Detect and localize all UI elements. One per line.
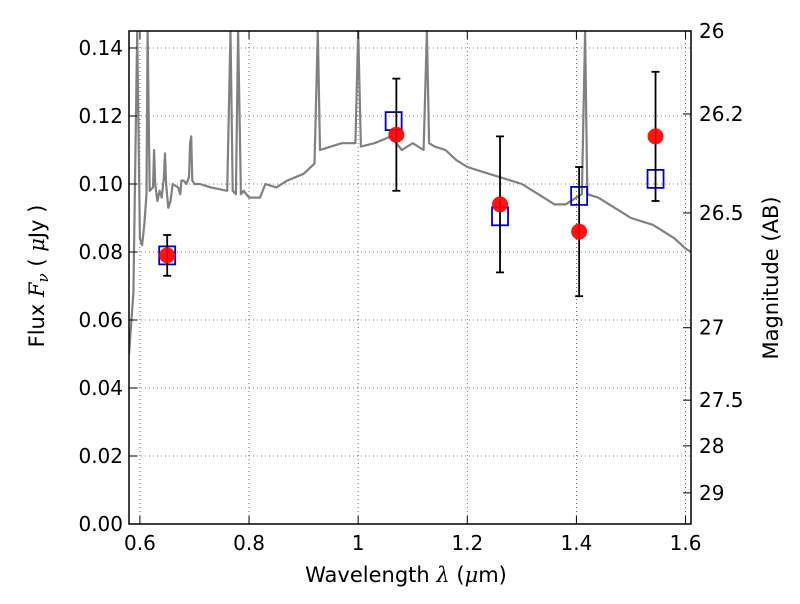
observed-point <box>647 128 664 145</box>
data-points <box>158 70 665 298</box>
grid-lines <box>129 31 691 525</box>
y2-tick-label: 29 <box>699 481 724 505</box>
x-tick-label: 1.6 <box>670 531 702 555</box>
y-tick-label: 0.08 <box>78 240 123 264</box>
observed-point <box>571 223 588 240</box>
y2-tick-label: 26.2 <box>699 102 744 126</box>
y2-tick-label: 28 <box>699 434 724 458</box>
model-spectrum <box>129 31 691 355</box>
y-tick-label: 0.04 <box>78 376 123 400</box>
observed-point <box>492 196 509 213</box>
y-tick-label: 0.00 <box>78 512 123 536</box>
y-tick-label: 0.12 <box>78 104 123 128</box>
x-tick-label: 1.2 <box>451 531 483 555</box>
x-tick-label: 1 <box>352 531 365 555</box>
y-tick-label: 0.02 <box>78 444 123 468</box>
y2-tick-label: 26.5 <box>699 201 744 225</box>
y-tick-label: 0.06 <box>78 308 123 332</box>
spectrum-line <box>129 31 691 355</box>
y-tick-label: 0.14 <box>78 36 123 60</box>
y-axis-title: Flux Fν ( μJy ) <box>25 205 52 348</box>
x-tick-label: 1.4 <box>561 531 593 555</box>
y2-tick-label: 26 <box>699 19 724 43</box>
x-axis-title: Wavelength λ (μm) <box>305 563 507 587</box>
observed-point <box>388 126 405 143</box>
x-tick-label: 0.6 <box>124 531 156 555</box>
y2-axis-title: Magnitude (AB) <box>759 196 783 359</box>
y2-tick-label: 27 <box>699 316 724 340</box>
axis-ticks: 0.6 0.8 1 1.2 1.4 1.6 0.00 0.02 0.04 0.06 0.08 0.10… <box>78 19 743 555</box>
y2-tick-label: 27.5 <box>699 388 744 412</box>
observed-point <box>159 247 176 264</box>
x-tick-label: 0.8 <box>233 531 265 555</box>
plot-frame <box>128 30 692 525</box>
y-tick-label: 0.10 <box>78 172 123 196</box>
